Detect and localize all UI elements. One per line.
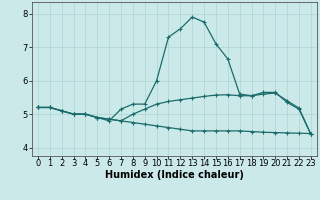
X-axis label: Humidex (Indice chaleur): Humidex (Indice chaleur) <box>105 170 244 180</box>
